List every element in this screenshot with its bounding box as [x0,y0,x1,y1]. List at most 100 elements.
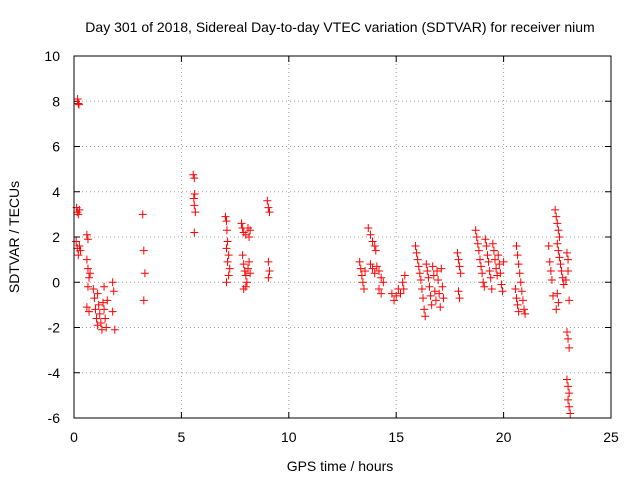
data-point [554,246,563,255]
data-point [98,298,107,307]
data-point [370,269,379,278]
chart-title: Day 301 of 2018, Sidereal Day-to-day VTE… [85,19,594,35]
data-point [83,282,92,291]
data-point [551,205,560,214]
data-point [494,251,503,260]
data-point [74,100,83,109]
data-point [471,226,480,235]
data-point [455,294,464,303]
data-point [95,309,104,318]
y-axis-label: SDTVAR / TECUs [6,181,22,293]
data-point [473,239,482,248]
data-point [190,190,199,199]
data-point [438,282,447,291]
data-point [489,246,498,255]
data-point [479,278,488,287]
data-point [564,255,573,264]
data-point [74,99,83,108]
data-point [412,248,421,257]
data-point [82,230,91,239]
data-point [492,264,501,273]
data-point [139,296,148,305]
data-point [390,296,399,305]
data-point [453,248,462,257]
y-tick-label: -6 [48,410,61,426]
data-point [96,318,105,327]
data-point [417,285,426,294]
data-point [431,296,440,305]
data-point [486,273,495,282]
data-point [243,223,252,232]
data-point [454,287,463,296]
data-point [355,257,364,266]
data-point [484,257,493,266]
data-point [74,251,83,260]
data-point [100,305,109,314]
data-point [224,271,233,280]
data-point [75,205,84,214]
data-point [189,194,198,203]
data-point [265,208,274,217]
data-point [477,262,486,271]
data-point [544,242,553,251]
data-point [455,262,464,271]
data-point [366,260,375,269]
data-point [191,208,200,217]
data-point [414,262,423,271]
data-point [480,282,489,291]
data-point [246,226,255,235]
data-point [364,223,373,232]
data-point [552,305,561,314]
data-point [356,264,365,273]
data-point [377,273,386,282]
data-point [398,278,407,287]
x-tick-labels: 0 5 10 15 20 25 [70,429,619,445]
x-tick-label: 10 [281,429,297,445]
data-point [495,260,504,269]
data-point [436,303,445,312]
data-point [223,237,232,246]
data-point [222,244,231,253]
data-point [488,239,497,248]
data-point [521,309,530,318]
data-point [554,226,563,235]
data-point [515,269,524,278]
y-tick-label: 0 [52,274,60,290]
data-point [434,275,443,284]
data-points [72,94,575,418]
data-point [483,251,492,260]
data-point [481,235,490,244]
data-point [375,285,384,294]
data-point [513,251,522,260]
data-point [379,278,388,287]
data-point [74,210,83,219]
data-point [242,278,251,287]
data-point [421,312,430,321]
data-point [372,262,381,271]
data-point [89,285,98,294]
data-point [243,264,252,273]
data-point [108,278,117,287]
data-point [565,402,574,411]
data-point [475,255,484,264]
data-point [552,212,561,221]
data-point [429,271,438,280]
x-axis-label: GPS time / hours [287,458,394,474]
data-point [424,273,433,282]
data-point [239,285,248,294]
data-point [190,201,199,210]
data-point [422,260,431,269]
data-point [423,266,432,275]
data-point [499,257,508,266]
data-point [246,269,255,278]
data-point [387,289,396,298]
data-point [426,291,435,300]
data-point [239,228,248,237]
data-point [555,253,564,262]
data-point [565,296,574,305]
data-point [237,219,246,228]
data-point [239,260,248,269]
y-tick-label: 2 [52,229,60,245]
data-point [82,303,91,312]
data-point [245,233,254,241]
